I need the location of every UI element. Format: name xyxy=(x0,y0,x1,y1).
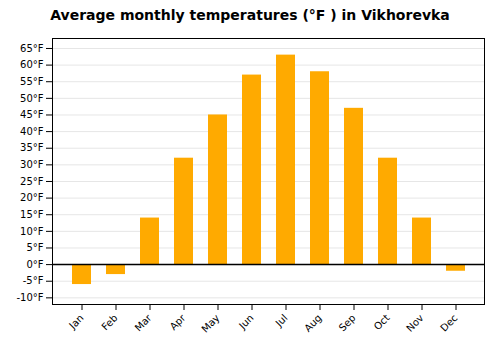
svg-text:Jan: Jan xyxy=(66,312,85,331)
svg-text:Apr: Apr xyxy=(168,312,189,333)
svg-text:Nov: Nov xyxy=(404,312,426,334)
svg-text:60°F: 60°F xyxy=(20,59,44,70)
svg-text:20°F: 20°F xyxy=(20,192,44,203)
svg-text:40°F: 40°F xyxy=(20,126,44,137)
svg-text:-10°F: -10°F xyxy=(16,292,43,303)
svg-text:Feb: Feb xyxy=(99,312,119,332)
svg-text:Jun: Jun xyxy=(236,312,256,332)
svg-text:Sep: Sep xyxy=(337,312,358,333)
svg-text:65°F: 65°F xyxy=(20,43,44,54)
svg-text:0°F: 0°F xyxy=(26,259,43,270)
html-text:Average monthly temperatures (: Average monthly temperatures (°F ) in Vi… xyxy=(50,7,450,23)
svg-text:45°F: 45°F xyxy=(20,109,44,120)
svg-text:-5°F: -5°F xyxy=(23,275,44,286)
svg-text:5°F: 5°F xyxy=(26,242,43,253)
svg-text:May: May xyxy=(199,312,221,334)
svg-text:15°F: 15°F xyxy=(20,209,44,220)
svg-text:35°F: 35°F xyxy=(20,142,44,153)
svg-text:50°F: 50°F xyxy=(20,93,44,104)
svg-text:Mar: Mar xyxy=(133,312,155,334)
svg-text:Dec: Dec xyxy=(438,312,459,333)
svg-text:30°F: 30°F xyxy=(20,159,44,170)
svg-text:Oct: Oct xyxy=(372,312,392,332)
svg-text:Jul: Jul xyxy=(273,312,290,329)
svg-text:55°F: 55°F xyxy=(20,76,44,87)
svg-text:10°F: 10°F xyxy=(20,226,44,237)
svg-text:Aug: Aug xyxy=(302,312,324,334)
svg-text:25°F: 25°F xyxy=(20,176,44,187)
